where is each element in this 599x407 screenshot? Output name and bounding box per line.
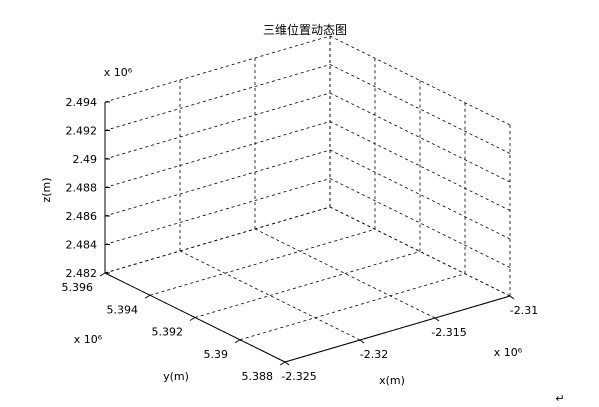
y-tick-label: 5.394 — [107, 303, 139, 316]
z-tick-label: 2.484 — [66, 239, 98, 252]
y-scale-label: x 10⁶ — [74, 333, 103, 346]
y-tick-mark — [99, 272, 106, 277]
z-axis-label: z(m) — [40, 177, 53, 202]
y-tick-label: 5.392 — [152, 326, 184, 339]
tick-labels: -2.325 -2.32 -2.315 -2.31 5.388 5.39 5.392 5.39… — [62, 96, 539, 383]
x-scale-label: x 10⁶ — [494, 346, 523, 359]
z-tick-label: 2.488 — [66, 182, 98, 195]
x-tick-mark — [434, 317, 440, 322]
y-tick-mark — [189, 317, 196, 321]
z-tick-label: 2.492 — [66, 125, 98, 138]
axes-box — [99, 101, 515, 366]
y-tick-label: 5.396 — [62, 281, 94, 294]
x-axis-label: x(m) — [379, 374, 405, 387]
y-tick-mark — [279, 361, 286, 366]
z-scale-label: x 10⁶ — [104, 66, 133, 79]
z-tick-label: 2.49 — [73, 153, 98, 166]
x-tick-mark — [359, 339, 365, 344]
x-axis-line — [284, 295, 511, 363]
y-tick-label: 5.39 — [204, 348, 229, 361]
y-tick-mark — [234, 339, 241, 344]
z-tick-label: 2.482 — [66, 267, 98, 280]
x-tick-label: -2.325 — [281, 370, 316, 383]
corner-symbol: ↵ — [555, 392, 564, 405]
x-tick-mark — [284, 361, 290, 366]
z-tick-label: 2.494 — [66, 96, 98, 109]
y-tick-mark — [144, 294, 151, 299]
y-axis-label: y(m) — [163, 370, 189, 383]
x-tick-mark — [509, 295, 515, 300]
x-tick-label: -2.31 — [510, 304, 538, 317]
x-tick-label: -2.315 — [431, 326, 466, 339]
chart-title: 三维位置动态图 — [263, 22, 347, 37]
z-tick-label: 2.486 — [66, 210, 98, 223]
y-tick-label: 5.388 — [242, 370, 274, 383]
x-tick-label: -2.32 — [360, 348, 388, 361]
